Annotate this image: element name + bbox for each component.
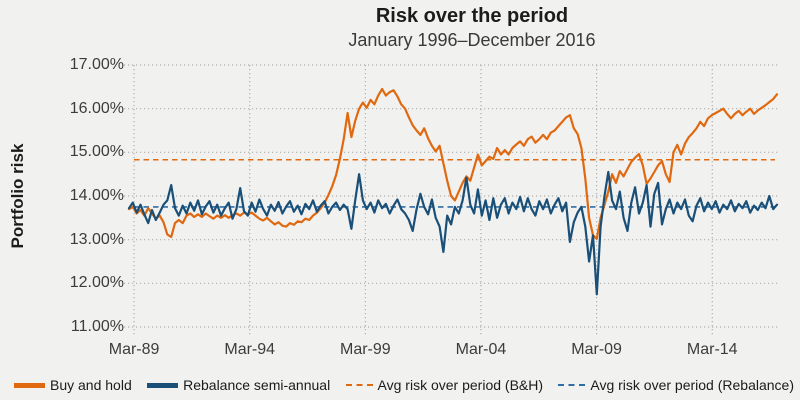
chart-legend: Buy and hold Rebalance semi-annual Avg ris…: [14, 375, 794, 395]
x-tick-label: Mar-09: [571, 341, 622, 358]
legend-label: Buy and hold: [50, 377, 132, 393]
y-tick-label: 15.00%: [69, 143, 124, 161]
dashed-line-swatch-avg-risk-over-period-rebalance: [558, 384, 586, 386]
legend-item-avg-risk-over-period-b-h: Avg risk over period (B&H): [345, 377, 544, 393]
x-tick-label: Mar-94: [224, 341, 276, 358]
x-tick-label: Mar-04: [455, 341, 507, 358]
solid-line-swatch-buy-and-hold: [14, 382, 45, 388]
series-line: [127, 170, 779, 296]
dashed-line-swatch-avg-risk-over-period-b-h: [345, 384, 373, 386]
y-tick-label: 17.00%: [69, 56, 124, 73]
x-tick-label: Mar-99: [340, 341, 391, 358]
x-tick-label: Mar-14: [686, 341, 738, 358]
solid-line-swatch-rebalance-semi-annual: [147, 382, 179, 388]
y-tick-label: 14.00%: [69, 187, 124, 204]
legend-item-rebalance-semi-annual: Rebalance semi-annual: [147, 377, 330, 393]
y-tick-label: 16.00%: [69, 99, 124, 117]
legend-item-avg-risk-over-period-rebalance: Avg risk over period (Rebalance): [558, 377, 794, 393]
legend-label: Avg risk over period (B&H): [377, 377, 544, 393]
y-tick-label: 13.00%: [69, 230, 124, 248]
chart-title: Risk over the period: [375, 5, 569, 27]
chart-subtitle: January 1996–December 2016: [348, 30, 596, 50]
legend-item-buy-and-hold: Buy and hold: [14, 377, 132, 393]
x-tick-label: Mar-89: [108, 341, 160, 358]
legend-label: Rebalance semi-annual: [183, 377, 331, 393]
y-tick-label: 12.00%: [69, 274, 124, 292]
series-line: [127, 87, 779, 240]
y-tick-label: 11.00%: [70, 318, 124, 335]
legend-label: Avg risk over period (Rebalance): [590, 377, 794, 393]
